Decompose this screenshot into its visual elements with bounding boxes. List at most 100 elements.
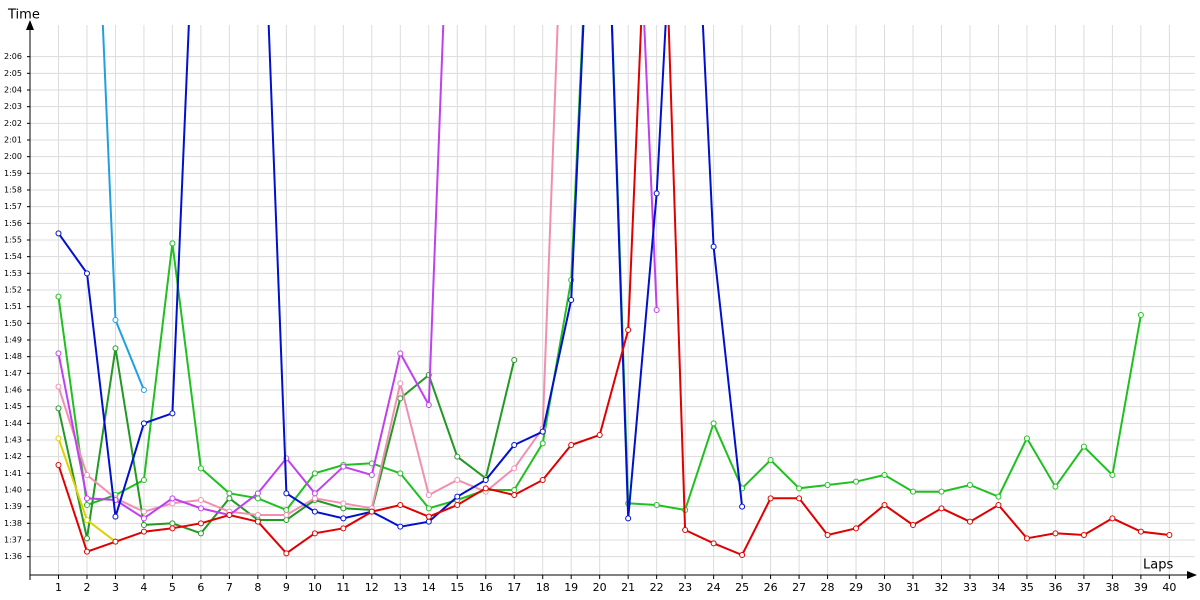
x-tick-label: 18 xyxy=(536,581,550,594)
data-point xyxy=(653,190,660,197)
data-point xyxy=(710,243,717,250)
y-tick-label: 1:37 xyxy=(4,536,22,545)
y-tick-label: 1:51 xyxy=(4,302,22,311)
data-point xyxy=(197,497,204,503)
plot-area xyxy=(55,25,1173,558)
data-point xyxy=(169,410,176,417)
data-point xyxy=(739,552,746,558)
data-point xyxy=(169,240,176,247)
data-point xyxy=(112,345,119,352)
x-tick-label: 31 xyxy=(906,581,920,594)
data-point xyxy=(197,465,204,472)
y-tick-label: 1:38 xyxy=(4,519,22,528)
data-point xyxy=(682,527,689,533)
x-tick-label: 16 xyxy=(479,581,493,594)
y-tick-label: 1:59 xyxy=(4,169,22,178)
y-tick-label: 1:46 xyxy=(4,386,22,395)
y-axis-label: Time xyxy=(7,8,40,23)
data-point xyxy=(1080,532,1087,538)
y-tick-label: 1:36 xyxy=(4,552,22,561)
x-tick-label: 27 xyxy=(792,581,806,594)
data-point xyxy=(739,503,746,510)
data-point xyxy=(1052,530,1059,537)
data-point xyxy=(254,512,261,518)
data-point xyxy=(938,488,945,495)
data-point xyxy=(311,508,318,515)
data-point xyxy=(83,270,90,277)
data-point xyxy=(1052,483,1059,490)
x-tick-label: 15 xyxy=(450,581,464,594)
data-point xyxy=(340,505,347,512)
data-point xyxy=(283,490,290,497)
data-point xyxy=(397,395,404,402)
data-point xyxy=(397,470,404,477)
y-tick-label: 1:49 xyxy=(4,336,22,345)
data-point xyxy=(283,512,290,518)
data-point xyxy=(425,513,432,520)
data-point xyxy=(653,502,660,508)
data-point xyxy=(995,502,1002,508)
y-tick-label: 1:58 xyxy=(4,186,22,195)
data-point xyxy=(881,502,888,508)
x-tick-label: 2 xyxy=(83,581,90,594)
data-point xyxy=(226,495,233,502)
data-point xyxy=(511,465,518,472)
data-point xyxy=(824,532,831,538)
data-point xyxy=(83,502,90,508)
data-point xyxy=(539,440,546,447)
y-tick-label: 1:44 xyxy=(4,419,22,428)
x-tick-label: 37 xyxy=(1077,581,1091,594)
data-point xyxy=(511,357,518,363)
data-point xyxy=(454,502,461,508)
data-point xyxy=(169,495,176,502)
x-tick-label: 5 xyxy=(169,581,176,594)
data-point xyxy=(140,528,147,535)
y-tick-label: 1:41 xyxy=(4,469,22,478)
y-tick-label: 2:04 xyxy=(4,86,22,95)
x-tick-label: 13 xyxy=(393,581,407,594)
series-line xyxy=(57,25,1170,557)
data-point xyxy=(226,490,233,497)
x-tick-label: 10 xyxy=(308,581,322,594)
x-tick-label: 21 xyxy=(621,581,635,594)
y-tick-label: 1:40 xyxy=(4,486,22,495)
data-point xyxy=(425,492,432,498)
y-tick-label: 1:52 xyxy=(4,286,22,295)
x-tick-label: 29 xyxy=(849,581,863,594)
data-point xyxy=(767,457,774,463)
data-point xyxy=(767,495,774,502)
data-point xyxy=(112,538,119,545)
x-tick-label: 38 xyxy=(1105,581,1119,594)
data-point xyxy=(397,380,404,387)
data-point xyxy=(55,435,62,442)
x-tick-label: 3 xyxy=(112,581,119,594)
data-point xyxy=(511,492,518,498)
data-point xyxy=(454,477,461,483)
data-point xyxy=(881,472,888,478)
y-tick-label: 1:56 xyxy=(4,219,22,228)
data-point xyxy=(340,500,347,507)
data-point xyxy=(55,230,62,237)
data-point xyxy=(226,512,233,518)
x-tick-label: 4 xyxy=(140,581,147,594)
data-point xyxy=(938,505,945,512)
x-tick-label: 39 xyxy=(1134,581,1148,594)
data-point xyxy=(511,487,518,493)
data-point xyxy=(995,493,1002,500)
data-point xyxy=(910,522,917,528)
data-point xyxy=(482,477,489,483)
data-point xyxy=(397,502,404,508)
data-point xyxy=(283,550,290,557)
data-point xyxy=(112,317,119,323)
data-point xyxy=(311,530,318,537)
data-point xyxy=(311,490,318,497)
data-point xyxy=(140,508,147,515)
data-point xyxy=(425,505,432,512)
x-tick-label: 24 xyxy=(707,581,721,594)
y-tick-label: 1:54 xyxy=(4,252,22,261)
data-point xyxy=(368,472,375,478)
grid xyxy=(30,25,1195,575)
x-tick-label: 22 xyxy=(650,581,664,594)
data-point xyxy=(254,490,261,497)
data-point xyxy=(625,515,632,522)
